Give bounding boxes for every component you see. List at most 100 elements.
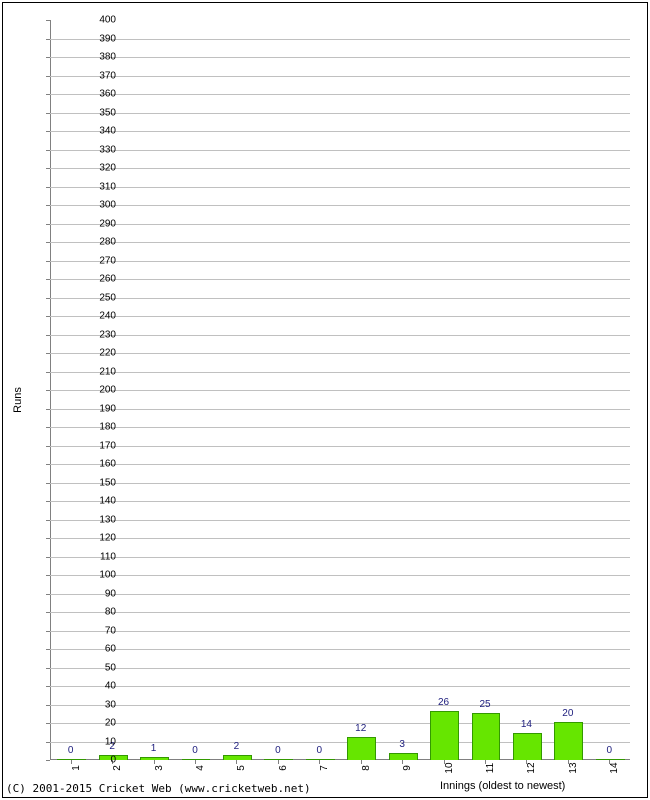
y-tick	[46, 427, 50, 428]
y-tick-label: 50	[76, 662, 116, 673]
grid-line	[50, 557, 630, 558]
y-tick-label: 200	[76, 385, 116, 396]
y-tick	[46, 242, 50, 243]
x-tick-label: 14	[609, 762, 620, 773]
y-tick-label: 350	[76, 107, 116, 118]
y-tick	[46, 94, 50, 95]
y-tick	[46, 742, 50, 743]
grid-line	[50, 57, 630, 58]
x-tick-label: 7	[319, 765, 330, 771]
y-tick-label: 90	[76, 588, 116, 599]
y-tick	[46, 409, 50, 410]
grid-line	[50, 427, 630, 428]
y-tick-label: 70	[76, 625, 116, 636]
x-tick-label: 11	[485, 763, 496, 773]
bar-value-label: 0	[192, 745, 198, 756]
y-tick	[46, 483, 50, 484]
bar	[554, 722, 583, 760]
y-tick-label: 80	[76, 607, 116, 618]
grid-line	[50, 316, 630, 317]
x-tick-label: 5	[236, 765, 247, 771]
y-tick	[46, 131, 50, 132]
x-tick	[71, 760, 72, 764]
x-tick-label: 1	[71, 765, 82, 771]
grid-line	[50, 187, 630, 188]
x-tick-label: 13	[568, 762, 579, 773]
y-tick	[46, 224, 50, 225]
bar-value-label: 1	[151, 743, 157, 754]
y-tick-label: 250	[76, 292, 116, 303]
grid-line	[50, 686, 630, 687]
y-tick-label: 290	[76, 218, 116, 229]
y-tick	[46, 20, 50, 21]
y-tick-label: 180	[76, 422, 116, 433]
grid-line	[50, 705, 630, 706]
bar	[264, 759, 293, 760]
grid-line	[50, 242, 630, 243]
y-tick-label: 210	[76, 366, 116, 377]
x-axis-line	[50, 759, 630, 760]
grid-line	[50, 520, 630, 521]
bar	[472, 713, 501, 760]
y-tick-label: 20	[76, 718, 116, 729]
y-tick	[46, 76, 50, 77]
y-tick	[46, 631, 50, 632]
grid-line	[50, 612, 630, 613]
y-tick	[46, 501, 50, 502]
y-tick	[46, 723, 50, 724]
x-tick	[195, 760, 196, 764]
y-tick	[46, 446, 50, 447]
y-tick	[46, 316, 50, 317]
bar-value-label: 0	[68, 745, 74, 756]
y-tick	[46, 298, 50, 299]
y-tick-label: 30	[76, 699, 116, 710]
x-tick-label: 12	[526, 762, 537, 773]
y-tick	[46, 464, 50, 465]
bar	[347, 737, 376, 760]
y-tick-label: 370	[76, 70, 116, 81]
x-tick	[278, 760, 279, 764]
y-tick-label: 380	[76, 52, 116, 63]
plot-area: 01221304250607128392610251114122013014	[50, 20, 630, 760]
y-axis-title: Runs	[12, 387, 24, 413]
y-tick-label: 310	[76, 181, 116, 192]
grid-line	[50, 113, 630, 114]
grid-line	[50, 353, 630, 354]
x-tick-label: 9	[402, 765, 413, 771]
grid-line	[50, 335, 630, 336]
bar-value-label: 2	[234, 741, 240, 752]
x-tick	[236, 760, 237, 764]
y-tick	[46, 649, 50, 650]
y-tick-label: 40	[76, 681, 116, 692]
grid-line	[50, 649, 630, 650]
y-tick	[46, 353, 50, 354]
grid-line	[50, 742, 630, 743]
x-tick-label: 3	[154, 765, 165, 771]
y-tick	[46, 113, 50, 114]
grid-line	[50, 298, 630, 299]
grid-line	[50, 372, 630, 373]
y-tick-label: 10	[76, 736, 116, 747]
x-tick	[319, 760, 320, 764]
y-tick	[46, 168, 50, 169]
bar-value-label: 0	[607, 745, 613, 756]
grid-line	[50, 279, 630, 280]
y-tick	[46, 390, 50, 391]
y-tick-label: 270	[76, 255, 116, 266]
bar	[430, 711, 459, 760]
y-tick-label: 150	[76, 477, 116, 488]
y-tick	[46, 150, 50, 151]
y-tick	[46, 372, 50, 373]
grid-line	[50, 409, 630, 410]
y-tick-label: 130	[76, 514, 116, 525]
bar-value-label: 3	[399, 739, 405, 750]
bar-value-label: 0	[275, 745, 281, 756]
grid-line	[50, 723, 630, 724]
y-tick	[46, 612, 50, 613]
x-tick	[361, 760, 362, 764]
y-tick	[46, 538, 50, 539]
grid-line	[50, 668, 630, 669]
y-tick-label: 390	[76, 33, 116, 44]
y-tick-label: 0	[76, 755, 116, 766]
bar	[513, 733, 542, 760]
